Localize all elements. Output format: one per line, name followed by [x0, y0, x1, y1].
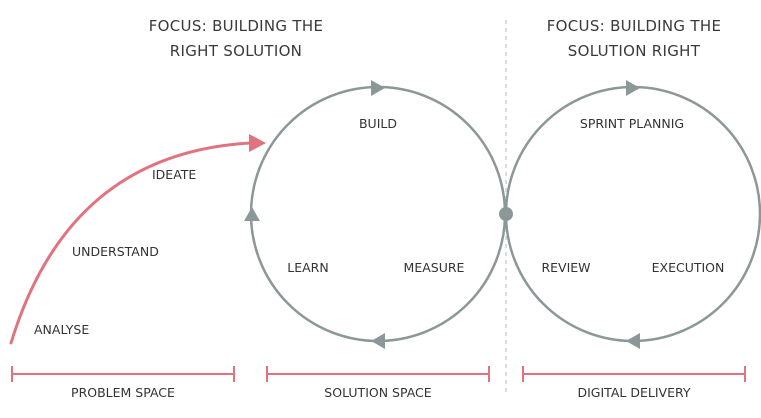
delivery-sprint-planning-label: SPRINT PLANNIG	[580, 116, 684, 131]
heading-right-line1: FOCUS: BUILDING THE	[547, 17, 722, 35]
problem-space-label: PROBLEM SPACE	[71, 385, 175, 400]
solution-space-bracket	[266, 366, 490, 382]
heading-left-line1: FOCUS: BUILDING THE	[149, 17, 324, 35]
stage-understand: UNDERSTAND	[72, 244, 159, 259]
solution-loop-arrow-left	[244, 207, 260, 221]
solution-build-label: BUILD	[359, 116, 397, 131]
stage-ideate: IDEATE	[152, 167, 196, 182]
delivery-review-label: REVIEW	[541, 260, 590, 275]
delivery-loop-arrow-bottom	[626, 333, 640, 349]
stage-analyse: ANALYSE	[34, 322, 89, 337]
problem-space-arrow	[9, 141, 252, 345]
solution-space-label: SOLUTION SPACE	[324, 385, 431, 400]
problem-space-arrowhead	[249, 134, 266, 152]
delivery-loop-arrow-top	[626, 80, 640, 96]
solution-loop-arrow-bottom	[371, 333, 385, 349]
digital-delivery-bracket	[522, 366, 746, 382]
solution-loop-arrow-top	[371, 80, 385, 96]
digital-delivery-label: DIGITAL DELIVERY	[578, 385, 691, 400]
heading-left-line2: RIGHT SOLUTION	[170, 42, 302, 60]
delivery-execution-label: EXECUTION	[652, 260, 725, 275]
solution-measure-label: MEASURE	[404, 260, 465, 275]
heading-right-line2: SOLUTION RIGHT	[568, 42, 701, 60]
solution-learn-label: LEARN	[287, 260, 328, 275]
problem-space-bracket	[11, 366, 235, 382]
loop-junction-dot	[499, 207, 513, 221]
